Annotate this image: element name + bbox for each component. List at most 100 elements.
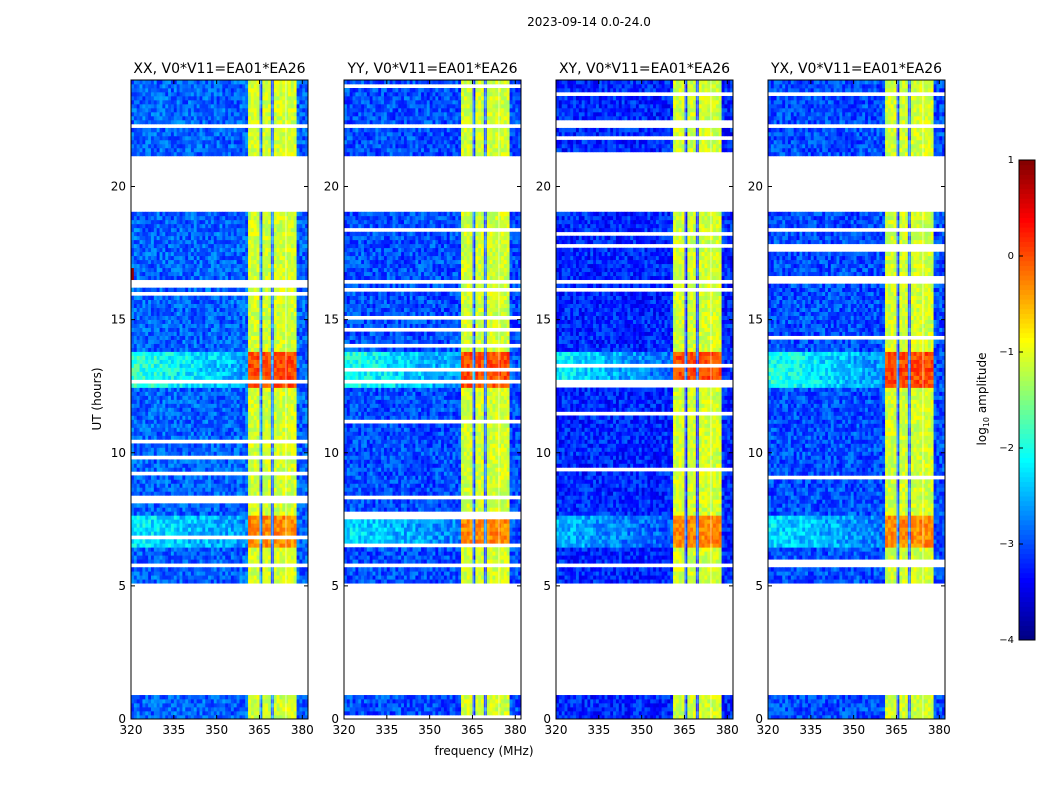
heatmap-cell bbox=[182, 487, 185, 491]
heatmap-cell bbox=[168, 711, 171, 715]
heatmap-cell bbox=[174, 559, 177, 563]
heatmap-cell bbox=[211, 527, 214, 531]
heatmap-cell bbox=[162, 479, 165, 483]
heatmap-cell bbox=[217, 527, 220, 531]
heatmap-cell bbox=[154, 543, 157, 547]
heatmap-cell bbox=[142, 559, 145, 563]
heatmap-cell bbox=[251, 523, 254, 527]
heatmap-cell bbox=[182, 475, 185, 479]
heatmap-cell bbox=[134, 511, 137, 515]
heatmap-cell bbox=[145, 579, 148, 583]
heatmap-cell bbox=[148, 579, 151, 583]
heatmap-cell bbox=[242, 551, 245, 555]
heatmap-cell bbox=[165, 491, 168, 495]
heatmap-cell bbox=[302, 695, 305, 699]
heatmap-cell bbox=[291, 579, 294, 583]
heatmap-cell bbox=[214, 547, 217, 551]
heatmap-cell bbox=[225, 707, 228, 711]
heatmap-cell bbox=[200, 703, 203, 707]
heatmap-cell bbox=[222, 703, 225, 707]
heatmap-cell bbox=[185, 503, 188, 507]
heatmap-cell bbox=[302, 523, 305, 527]
heatmap-cell bbox=[162, 523, 165, 527]
heatmap-cell bbox=[297, 571, 300, 575]
heatmap-cell bbox=[174, 547, 177, 551]
heatmap-cell bbox=[140, 511, 143, 515]
heatmap-cell bbox=[222, 479, 225, 483]
heatmap-cell bbox=[200, 695, 203, 699]
heatmap-cell bbox=[151, 479, 154, 483]
heatmap-cell bbox=[254, 551, 257, 555]
heatmap-cell bbox=[180, 531, 183, 535]
heatmap-cell bbox=[268, 579, 271, 583]
heatmap-cell bbox=[180, 487, 183, 491]
heatmap-cell bbox=[234, 547, 237, 551]
heatmap-cell bbox=[191, 519, 194, 523]
heatmap-cell bbox=[208, 555, 211, 559]
heatmap-cell bbox=[265, 491, 268, 495]
heatmap-cell bbox=[180, 511, 183, 515]
heatmap-cell bbox=[134, 567, 137, 571]
heatmap-cell bbox=[274, 527, 277, 531]
heatmap-cell bbox=[279, 483, 282, 487]
heatmap-cell bbox=[168, 571, 171, 575]
heatmap-cell bbox=[217, 551, 220, 555]
heatmap-cell bbox=[142, 487, 145, 491]
heatmap-cell bbox=[202, 555, 205, 559]
heatmap-cell bbox=[288, 703, 291, 707]
heatmap-cell bbox=[299, 527, 302, 531]
heatmap-cell bbox=[297, 491, 300, 495]
heatmap-cell bbox=[217, 579, 220, 583]
heatmap-cell bbox=[254, 511, 257, 515]
heatmap-cell bbox=[142, 507, 145, 511]
heatmap-cell bbox=[145, 527, 148, 531]
heatmap-cell bbox=[137, 575, 140, 579]
heatmap-cell bbox=[157, 527, 160, 531]
heatmap-cell bbox=[228, 695, 231, 699]
heatmap-cell bbox=[202, 531, 205, 535]
heatmap-cell bbox=[205, 511, 208, 515]
heatmap-cell bbox=[220, 707, 223, 711]
heatmap-cell bbox=[180, 475, 183, 479]
heatmap-cell bbox=[302, 547, 305, 551]
heatmap-cell bbox=[225, 475, 228, 479]
heatmap-cell bbox=[142, 503, 145, 507]
heatmap-cell bbox=[262, 503, 265, 507]
heatmap-cell bbox=[297, 711, 300, 715]
heatmap-cell bbox=[134, 479, 137, 483]
heatmap-cell bbox=[165, 699, 168, 703]
heatmap-cell bbox=[180, 559, 183, 563]
heatmap-cell bbox=[171, 515, 174, 519]
heatmap-cell bbox=[137, 571, 140, 575]
heatmap-cell bbox=[282, 711, 285, 715]
heatmap-cell bbox=[171, 555, 174, 559]
heatmap-cell bbox=[211, 491, 214, 495]
heatmap-cell bbox=[188, 551, 191, 555]
heatmap-cell bbox=[151, 483, 154, 487]
heatmap-cell bbox=[151, 527, 154, 531]
heatmap-cell bbox=[297, 523, 300, 527]
heatmap-cell bbox=[157, 503, 160, 507]
heatmap-cell bbox=[165, 551, 168, 555]
heatmap-cell bbox=[228, 555, 231, 559]
heatmap-cell bbox=[182, 567, 185, 571]
heatmap-cell bbox=[211, 551, 214, 555]
heatmap-cell bbox=[265, 531, 268, 535]
heatmap-cell bbox=[171, 491, 174, 495]
heatmap-cell bbox=[262, 579, 265, 583]
heatmap-cell bbox=[151, 475, 154, 479]
heatmap-cell bbox=[174, 503, 177, 507]
heatmap-cell bbox=[142, 479, 145, 483]
heatmap-cell bbox=[248, 543, 251, 547]
heatmap-cell bbox=[142, 575, 145, 579]
heatmap-cell bbox=[234, 507, 237, 511]
heatmap-cell bbox=[299, 487, 302, 491]
heatmap-cell bbox=[168, 523, 171, 527]
heatmap-cell bbox=[157, 487, 160, 491]
heatmap-cell bbox=[200, 511, 203, 515]
heatmap-cell bbox=[137, 695, 140, 699]
heatmap-cell bbox=[302, 507, 305, 511]
heatmap-cell bbox=[200, 531, 203, 535]
heatmap-cell bbox=[220, 491, 223, 495]
heatmap-cell bbox=[262, 483, 265, 487]
